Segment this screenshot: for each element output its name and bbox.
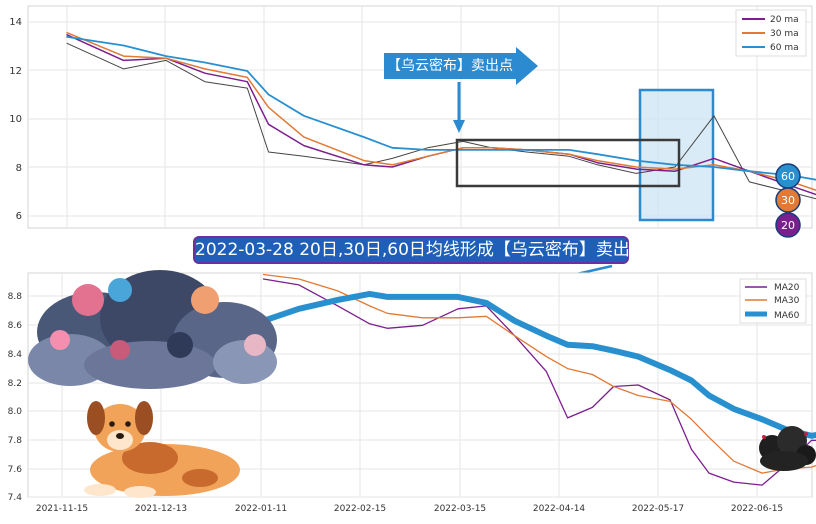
x-tick: 2022-05-17	[632, 504, 684, 514]
signal-banner: 2022-03-28 20日,30日,60日均线形成【乌云密布】卖出点	[193, 236, 629, 264]
top-y-tick: 12	[9, 66, 22, 77]
bottom-y-tick: 8.4	[8, 350, 23, 360]
legend-label: MA30	[774, 296, 800, 306]
x-tick: 2022-02-15	[334, 504, 386, 514]
top-y-tick: 14	[9, 17, 22, 28]
legend-label: 60 ma	[770, 43, 799, 53]
x-tick: 2021-12-13	[135, 504, 187, 514]
sell-point-annotation: 【乌云密布】卖出点	[384, 53, 516, 79]
x-tick: 2022-06-15	[731, 504, 783, 514]
bottom-y-tick: 8.2	[8, 379, 22, 389]
badge-60-label: 60	[781, 170, 795, 183]
annotation-arrow-tip	[516, 47, 538, 85]
ma-badges: 60 30 20	[776, 164, 800, 237]
x-tick: 2021-11-15	[36, 504, 88, 514]
top-chart-panel: 14 12 10 8 6 20 ma 30 ma 60 ma 60	[9, 6, 816, 237]
bottom-y-tick: 7.4	[8, 493, 23, 503]
highlight-region	[640, 90, 713, 220]
legend-label: MA20	[774, 283, 800, 293]
bottom-y-tick: 8.6	[8, 321, 23, 331]
bottom-y-tick: 8.8	[8, 292, 23, 302]
badge-20-label: 20	[781, 219, 795, 232]
top-y-tick: 8	[16, 163, 22, 174]
bottom-y-tick: 8.0	[8, 407, 23, 417]
x-tick: 2022-04-14	[533, 504, 586, 514]
bottom-y-tick: 7.8	[8, 436, 23, 446]
top-y-tick: 10	[9, 114, 22, 125]
legend-label: MA60	[774, 311, 800, 321]
badge-30-label: 30	[781, 194, 795, 207]
bottom-y-tick: 7.6	[8, 465, 23, 475]
x-tick: 2022-03-15	[434, 504, 486, 514]
bottom-legend: MA20 MA30 MA60	[740, 279, 806, 323]
legend-label: 20 ma	[770, 15, 799, 25]
x-tick: 2022-01-11	[235, 504, 287, 514]
top-y-tick: 6	[16, 211, 22, 222]
top-legend: 20 ma 30 ma 60 ma	[736, 10, 806, 56]
legend-label: 30 ma	[770, 29, 799, 39]
